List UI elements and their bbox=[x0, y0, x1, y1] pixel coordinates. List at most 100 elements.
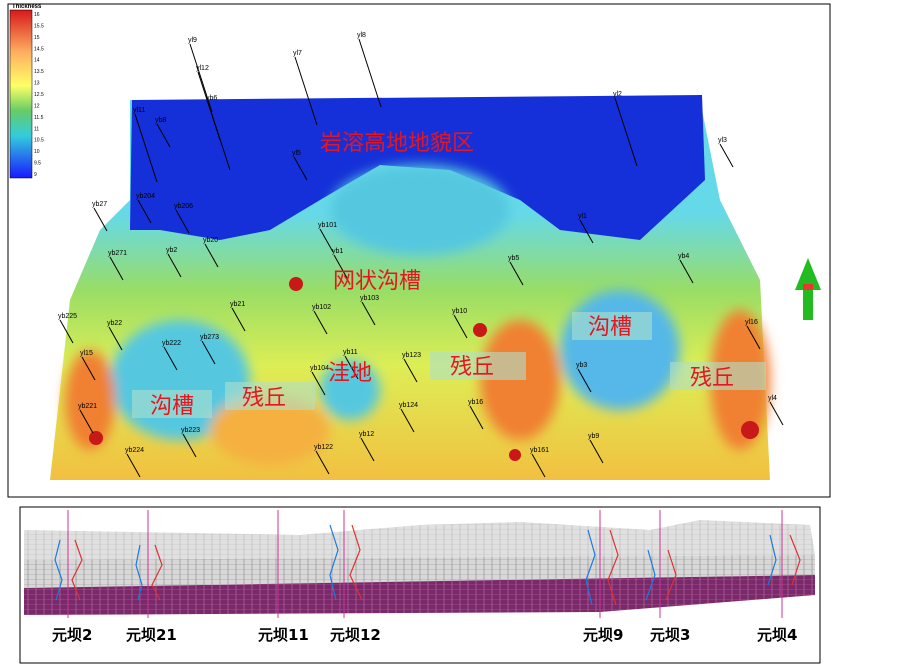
well-label: yb3 bbox=[576, 362, 587, 369]
section-well-label: 元坝2 bbox=[52, 626, 92, 644]
well-label: yb27 bbox=[92, 201, 107, 208]
well-stick bbox=[315, 450, 330, 475]
well-stick bbox=[509, 261, 524, 286]
section-well-label: 元坝21 bbox=[126, 626, 177, 644]
color-bar bbox=[9, 9, 33, 179]
well-stick bbox=[746, 325, 761, 350]
north-arrow bbox=[795, 258, 821, 320]
well-label: yl12 bbox=[196, 65, 209, 72]
well-stick bbox=[400, 408, 415, 433]
legend-tick-label: 9 bbox=[34, 172, 37, 178]
well-label: yb161 bbox=[530, 447, 549, 454]
legend-tick-label: 11.5 bbox=[34, 115, 44, 121]
legend-tick-label: 13 bbox=[34, 81, 40, 87]
well-stick bbox=[231, 307, 246, 332]
legend-tick-label: 16 bbox=[34, 12, 40, 18]
well-stick bbox=[469, 405, 484, 430]
well-stick bbox=[577, 368, 592, 393]
well-label: yb123 bbox=[402, 352, 421, 359]
legend-tick-label: 10.5 bbox=[34, 138, 44, 144]
region-label: 洼地 bbox=[328, 361, 372, 386]
well-label: yb221 bbox=[78, 403, 97, 410]
well-label: yb124 bbox=[399, 402, 418, 409]
well-stick bbox=[453, 314, 468, 339]
well-stick bbox=[175, 209, 190, 234]
legend-tick-label: 13.5 bbox=[34, 69, 44, 75]
legend-tick-label: 12.5 bbox=[34, 92, 44, 98]
well-stick bbox=[137, 199, 152, 224]
well-stick bbox=[189, 43, 213, 113]
well-label: yb271 bbox=[108, 250, 127, 257]
well-stick bbox=[589, 439, 604, 464]
region-label: 残丘 bbox=[690, 366, 734, 391]
well-stick bbox=[81, 356, 96, 381]
well-label: yb2 bbox=[166, 247, 177, 254]
well-label: yl8 bbox=[357, 32, 366, 39]
legend-tick-label: 11 bbox=[34, 126, 39, 132]
well-label: yb273 bbox=[200, 334, 219, 341]
section-well-label: 元坝12 bbox=[330, 626, 381, 644]
well-label: yb206 bbox=[174, 203, 193, 210]
well-label: yl9 bbox=[188, 37, 197, 44]
well-stick bbox=[207, 101, 231, 171]
well-stick bbox=[579, 219, 594, 244]
well-label: yb21 bbox=[230, 301, 245, 308]
well-label: yl2 bbox=[613, 91, 622, 98]
well-stick bbox=[313, 310, 328, 335]
well-label: yl4 bbox=[768, 395, 777, 402]
well-label: yb6 bbox=[206, 95, 217, 102]
well-label: yb225 bbox=[58, 313, 77, 320]
well-stick bbox=[360, 437, 375, 462]
well-stick bbox=[769, 401, 784, 426]
well-stick bbox=[333, 254, 348, 279]
well-label: yb9 bbox=[588, 433, 599, 440]
well-label: yl7 bbox=[293, 50, 302, 57]
legend-tick-label: 12 bbox=[34, 103, 40, 109]
well-label: yb1 bbox=[332, 248, 343, 255]
region-label: 沟槽 bbox=[150, 394, 194, 419]
well-stick bbox=[719, 143, 734, 168]
region-label: 网状沟槽 bbox=[333, 269, 421, 294]
well-label: yl16 bbox=[745, 319, 758, 326]
legend-title: Thickness bbox=[12, 4, 42, 10]
region-label: 沟槽 bbox=[588, 315, 632, 340]
well-label: yb10 bbox=[452, 308, 467, 315]
well-label: yb16 bbox=[468, 399, 483, 406]
well-stick bbox=[358, 38, 382, 108]
well-label: yl11 bbox=[133, 107, 145, 114]
well-stick bbox=[531, 453, 546, 478]
well-stick bbox=[163, 346, 178, 371]
well-stick bbox=[156, 123, 171, 148]
well-stick bbox=[59, 319, 74, 344]
well-stick bbox=[403, 358, 418, 383]
well-label: yb5 bbox=[508, 255, 519, 262]
well-stick bbox=[93, 207, 108, 232]
well-stick bbox=[614, 97, 638, 167]
well-label: yb103 bbox=[360, 295, 379, 302]
well-label: yb102 bbox=[312, 304, 331, 311]
well-label: yb122 bbox=[314, 444, 333, 451]
well-stick bbox=[108, 326, 123, 351]
well-label: yb12 bbox=[359, 431, 374, 438]
well-label: yl3 bbox=[718, 137, 727, 144]
well-stick bbox=[294, 56, 318, 126]
well-stick bbox=[134, 113, 158, 183]
well-label: yb222 bbox=[162, 340, 181, 347]
section-well-label: 元坝11 bbox=[258, 626, 309, 644]
cross-section bbox=[24, 510, 815, 618]
well-label: yl5 bbox=[292, 150, 301, 157]
well-label: yl1 bbox=[578, 213, 587, 220]
well-label: yb11 bbox=[343, 349, 358, 356]
well-label: yb4 bbox=[678, 253, 689, 260]
well-stick bbox=[182, 433, 197, 458]
well-label: yb204 bbox=[136, 193, 155, 200]
section-well-label: 元坝3 bbox=[650, 626, 690, 644]
well-label: yb20 bbox=[203, 237, 218, 244]
region-label: 残丘 bbox=[450, 355, 494, 380]
section-well-label: 元坝9 bbox=[583, 626, 623, 644]
region-label: 岩溶高地地貌区 bbox=[320, 131, 474, 156]
well-label: yb22 bbox=[107, 320, 122, 327]
well-label: yb8 bbox=[155, 117, 166, 124]
well-stick bbox=[109, 256, 124, 281]
well-label: yb101 bbox=[318, 222, 337, 229]
